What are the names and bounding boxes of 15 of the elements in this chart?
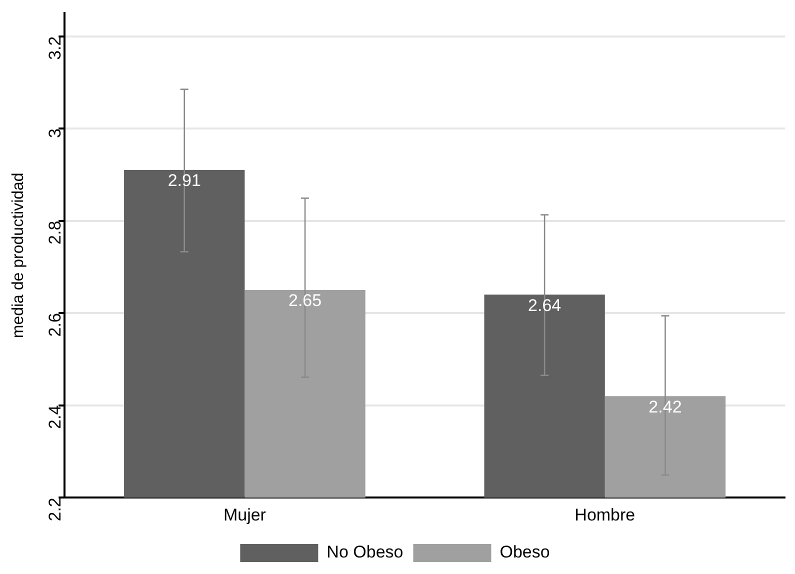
data-label: 2.91 (168, 171, 201, 190)
legend-label: No Obeso (326, 542, 404, 562)
y-tick-label: 2.2 (45, 498, 64, 522)
y-tick-label: 2.4 (45, 405, 64, 429)
x-tick-label: Mujer (223, 505, 266, 524)
y-tick-label: 2.8 (45, 220, 64, 244)
data-label: 2.65 (288, 291, 322, 310)
data-label: 2.42 (648, 397, 682, 416)
y-tick-label: 2.6 (45, 313, 64, 337)
legend-label: Obeso (500, 542, 550, 562)
x-tick-label: Hombre (574, 505, 636, 524)
data-label: 2.64 (528, 296, 562, 315)
y-tick-label: 3.2 (45, 36, 64, 60)
y-axis-title: media de productividad (10, 172, 28, 338)
y-tick-label: 3 (45, 128, 64, 138)
